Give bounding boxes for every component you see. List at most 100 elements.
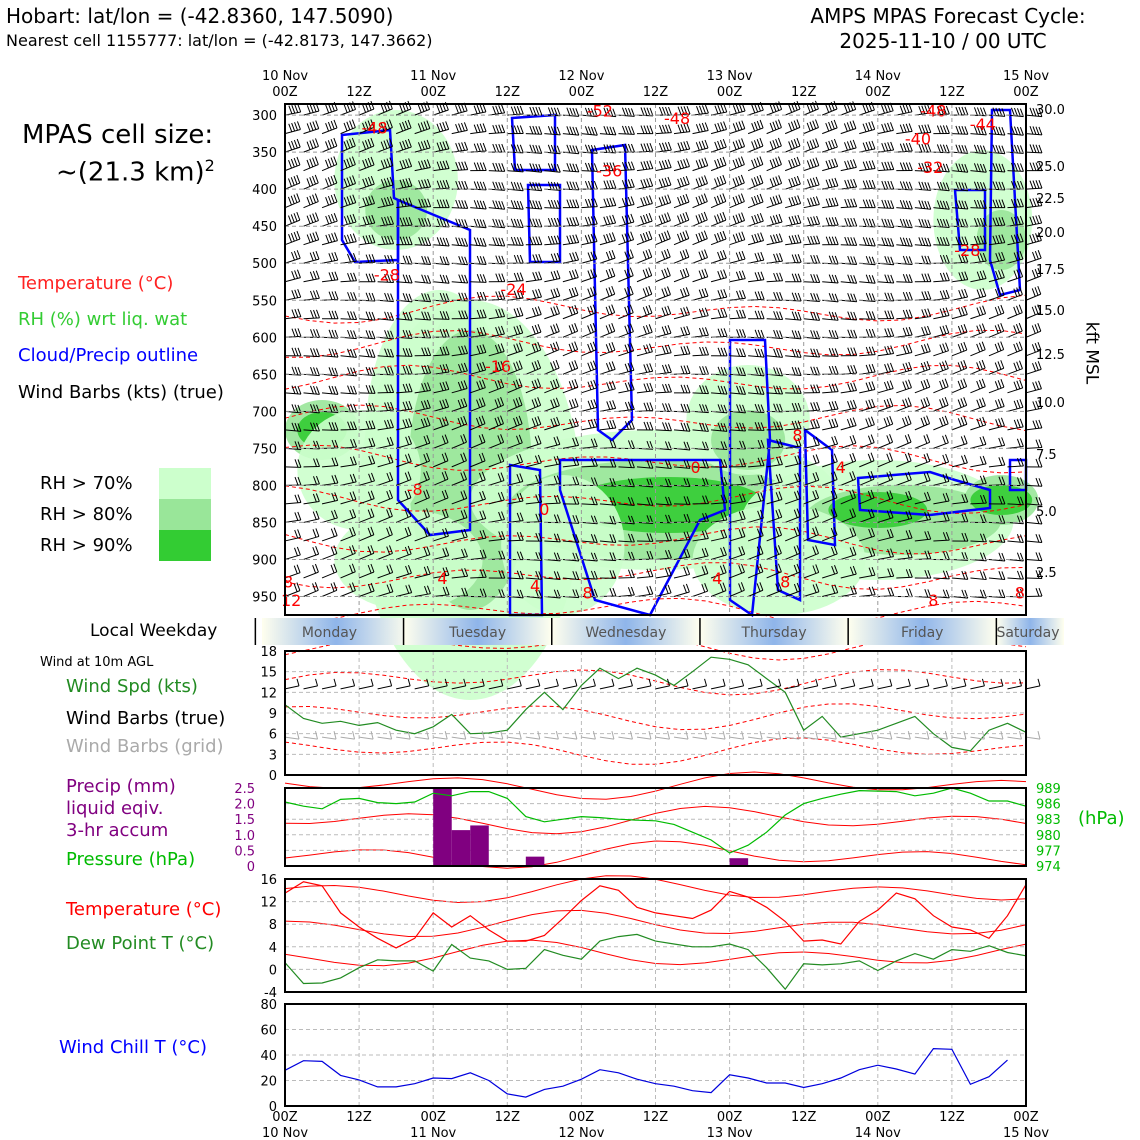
wind-barb-feather xyxy=(643,107,648,116)
wind-barb-feather xyxy=(461,200,466,209)
wind-barb-feather xyxy=(905,200,910,209)
wind-barb-feather xyxy=(291,366,296,376)
wind-barb-feather xyxy=(350,292,355,301)
wind-barb-feather xyxy=(719,157,724,167)
wind-barb-feather xyxy=(464,327,469,337)
precip-bar xyxy=(525,856,545,866)
wind-barb-feather xyxy=(702,477,707,486)
wind-barb-feather xyxy=(371,234,376,243)
wind-barb-feather xyxy=(482,238,487,247)
wind-barb-feather xyxy=(739,476,744,485)
wind-barb-feather xyxy=(754,422,759,431)
wind-barb-feather xyxy=(460,398,465,408)
wind-barb-feather xyxy=(904,398,909,407)
wind-barb-feather xyxy=(664,177,669,186)
wind-barb-feather xyxy=(513,163,518,172)
wind-barb-feather xyxy=(936,163,941,172)
wind-barb xyxy=(877,575,894,579)
wind-barb-feather xyxy=(646,533,651,542)
wind-barb xyxy=(303,201,319,209)
wind-barb xyxy=(692,201,708,209)
wind-barb-feather xyxy=(334,457,339,466)
wind-barb-feather xyxy=(537,360,542,369)
wind-barb xyxy=(451,387,468,394)
wind-barb-feather xyxy=(325,122,330,132)
wind-barb-feather xyxy=(742,367,747,376)
wind-barb-feather xyxy=(979,182,984,191)
wind-barb-feather xyxy=(498,273,503,282)
wind-barb-feather xyxy=(871,547,876,556)
wind-barb-feather xyxy=(908,344,913,353)
wind-barb-feather xyxy=(816,348,821,358)
wind-barb xyxy=(525,577,542,580)
wind-barb-feather xyxy=(516,144,521,153)
wind-barb-feather xyxy=(862,237,867,246)
wind-barb-feather xyxy=(402,311,407,320)
wind-barb-feather xyxy=(686,566,691,575)
wind-barb-feather xyxy=(945,182,950,191)
wind-barb xyxy=(692,538,709,542)
wind-barb-feather xyxy=(426,546,431,555)
wind-barb-feather xyxy=(853,275,858,284)
wind-barb-feather xyxy=(794,420,799,430)
wind-barb-feather xyxy=(908,142,913,152)
wind-barb-feather xyxy=(494,417,499,427)
wind-barb-feather xyxy=(924,143,929,153)
wind-barb xyxy=(359,318,376,321)
wind-barb xyxy=(1025,293,1041,301)
wind-barb-feather xyxy=(627,232,632,241)
wind-barb-feather xyxy=(927,290,932,300)
wind-barb-feather xyxy=(455,105,459,114)
wind-barb-feather xyxy=(889,380,894,389)
wind-barb xyxy=(488,316,505,320)
wind-barb-feather xyxy=(921,255,926,264)
wind-barb-grid-feather xyxy=(981,730,985,740)
wind-barb-feather xyxy=(979,475,984,485)
legend-temperature: Temperature (°C) xyxy=(18,273,174,294)
wind-barb xyxy=(599,368,616,375)
wind-barb-feather xyxy=(362,178,367,188)
wind-barb-feather xyxy=(553,456,558,465)
wind-barb-feather xyxy=(902,104,907,114)
wind-barb-feather xyxy=(349,492,354,501)
wind-barb-feather xyxy=(714,105,719,114)
wind-barb-feather xyxy=(680,422,685,431)
wind-barb-feather xyxy=(606,198,611,207)
wind-barb-feather xyxy=(831,565,836,575)
wind-barb-feather xyxy=(908,181,913,191)
wind-barb-feather xyxy=(648,343,653,352)
wind-barb-feather xyxy=(833,138,838,148)
wind-barb-feather xyxy=(606,401,611,410)
wind-barb-feather xyxy=(1035,215,1040,224)
wind-barb-feather xyxy=(907,397,912,406)
wind-barb-feather xyxy=(575,589,580,598)
wind-barb-feather xyxy=(1019,438,1024,447)
wind-barb-feather xyxy=(995,107,1000,117)
wind-barb xyxy=(785,480,801,486)
wind-barb-feather xyxy=(905,380,910,389)
wind-barb-feather xyxy=(608,324,613,333)
wind-barb-feather xyxy=(665,532,669,541)
wind-barb-feather xyxy=(534,398,539,407)
wind-barb-feather xyxy=(899,143,904,152)
wind-barb-feather xyxy=(343,216,348,225)
wind-barb-feather xyxy=(939,200,944,209)
wind-barb-feather xyxy=(420,401,425,410)
wind-barb-feather xyxy=(630,497,635,506)
wind-barb-feather xyxy=(293,176,298,185)
wind-barb-feather xyxy=(920,362,925,372)
wind-barb-feather xyxy=(593,399,598,408)
wind-barb-feather xyxy=(683,346,688,355)
wind-barb-feather xyxy=(402,236,407,245)
wind-barb-feather xyxy=(294,529,299,539)
wind-barb-feather xyxy=(887,363,891,372)
wind-barb-feather xyxy=(945,512,950,521)
wind-barb-feather xyxy=(516,454,521,464)
wind-barb-feather xyxy=(982,217,987,227)
wind-barb-feather xyxy=(441,435,446,444)
legend-windchill: Wind Chill T (°C) xyxy=(59,1037,207,1058)
wind-barb xyxy=(840,299,857,303)
wind-barb-feather xyxy=(495,162,500,172)
wind-barb-feather xyxy=(442,381,447,391)
wind-barb-feather xyxy=(677,160,682,170)
